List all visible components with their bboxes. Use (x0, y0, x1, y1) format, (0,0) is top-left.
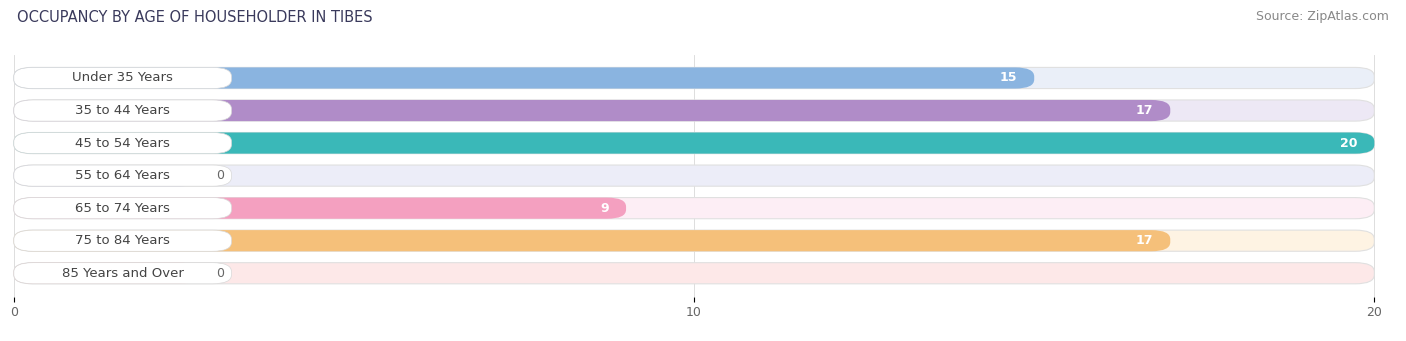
Text: Under 35 Years: Under 35 Years (72, 72, 173, 85)
FancyBboxPatch shape (14, 197, 232, 219)
Text: 65 to 74 Years: 65 to 74 Years (76, 202, 170, 214)
FancyBboxPatch shape (14, 133, 1374, 154)
FancyBboxPatch shape (14, 197, 1374, 219)
FancyBboxPatch shape (14, 100, 1374, 121)
FancyBboxPatch shape (14, 100, 1170, 121)
Text: 0: 0 (217, 267, 224, 280)
Text: OCCUPANCY BY AGE OF HOUSEHOLDER IN TIBES: OCCUPANCY BY AGE OF HOUSEHOLDER IN TIBES (17, 10, 373, 25)
Text: 0: 0 (217, 169, 224, 182)
FancyBboxPatch shape (14, 165, 232, 186)
Text: 17: 17 (1136, 104, 1153, 117)
FancyBboxPatch shape (14, 133, 232, 154)
FancyBboxPatch shape (14, 133, 1374, 154)
FancyBboxPatch shape (14, 68, 1035, 89)
Text: 15: 15 (1000, 72, 1017, 85)
Text: 17: 17 (1136, 234, 1153, 247)
FancyBboxPatch shape (14, 68, 232, 89)
Text: 45 to 54 Years: 45 to 54 Years (76, 137, 170, 150)
Text: Source: ZipAtlas.com: Source: ZipAtlas.com (1256, 10, 1389, 23)
Text: 85 Years and Over: 85 Years and Over (62, 267, 184, 280)
Text: 9: 9 (600, 202, 609, 214)
Text: 20: 20 (1340, 137, 1357, 150)
FancyBboxPatch shape (14, 263, 232, 284)
FancyBboxPatch shape (14, 165, 1374, 186)
FancyBboxPatch shape (14, 197, 626, 219)
FancyBboxPatch shape (14, 263, 198, 284)
FancyBboxPatch shape (14, 68, 1374, 89)
FancyBboxPatch shape (14, 230, 1170, 251)
FancyBboxPatch shape (14, 165, 198, 186)
Text: 55 to 64 Years: 55 to 64 Years (76, 169, 170, 182)
FancyBboxPatch shape (14, 230, 1374, 251)
Text: 35 to 44 Years: 35 to 44 Years (76, 104, 170, 117)
Text: 75 to 84 Years: 75 to 84 Years (76, 234, 170, 247)
FancyBboxPatch shape (14, 230, 232, 251)
FancyBboxPatch shape (14, 100, 232, 121)
FancyBboxPatch shape (14, 263, 1374, 284)
